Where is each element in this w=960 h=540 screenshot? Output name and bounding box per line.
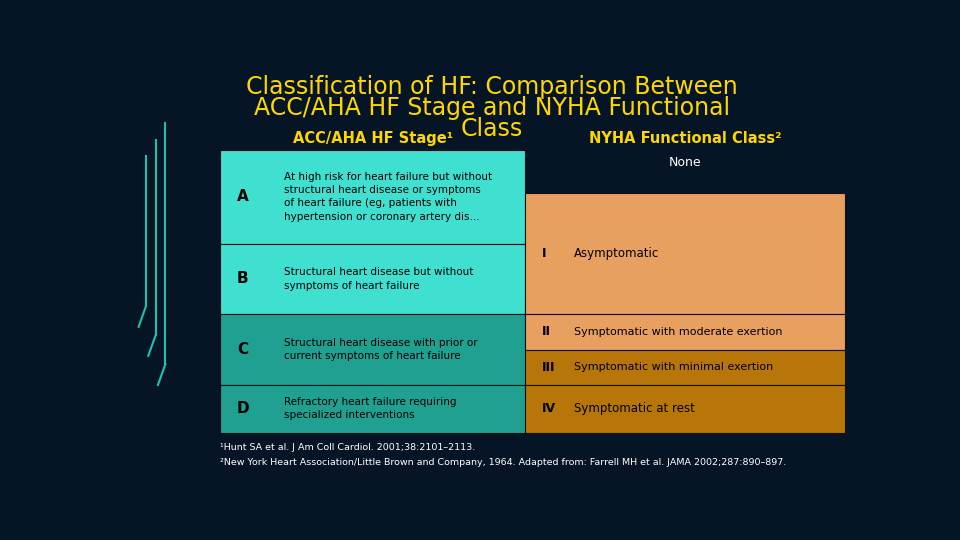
Text: B: B xyxy=(237,272,249,286)
Text: Structural heart disease but without
symptoms of heart failure: Structural heart disease but without sym… xyxy=(284,267,473,291)
Text: Classification of HF: Comparison Between: Classification of HF: Comparison Between xyxy=(246,75,738,99)
Bar xyxy=(525,314,846,349)
Text: II: II xyxy=(541,326,551,339)
Text: C: C xyxy=(237,342,248,357)
Text: ACC/AHA HF Stage¹: ACC/AHA HF Stage¹ xyxy=(293,131,453,146)
Text: I: I xyxy=(541,247,546,260)
Text: Symptomatic with minimal exertion: Symptomatic with minimal exertion xyxy=(574,362,773,372)
Bar xyxy=(221,150,525,244)
Bar xyxy=(221,244,525,314)
Text: ¹Hunt SA et al. J Am Coll Cardiol. 2001;38:2101–2113.: ¹Hunt SA et al. J Am Coll Cardiol. 2001;… xyxy=(221,443,476,452)
Bar xyxy=(525,349,846,385)
Text: ²New York Heart Association/Little Brown and Company, 1964. Adapted from: Farrel: ²New York Heart Association/Little Brown… xyxy=(221,458,786,467)
Text: NYHA Functional Class²: NYHA Functional Class² xyxy=(589,131,781,146)
Text: Structural heart disease with prior or
current symptoms of heart failure: Structural heart disease with prior or c… xyxy=(284,338,477,361)
Text: Symptomatic with moderate exertion: Symptomatic with moderate exertion xyxy=(574,327,782,337)
Bar xyxy=(221,385,525,433)
Text: Refractory heart failure requiring
specialized interventions: Refractory heart failure requiring speci… xyxy=(284,397,456,421)
Text: III: III xyxy=(541,361,555,374)
Text: Class: Class xyxy=(461,117,523,141)
Text: Asymptomatic: Asymptomatic xyxy=(574,247,660,260)
Bar xyxy=(525,385,846,433)
Text: A: A xyxy=(237,190,249,204)
Text: None: None xyxy=(669,156,702,169)
Bar xyxy=(221,314,525,385)
Text: D: D xyxy=(237,401,250,416)
Text: At high risk for heart failure but without
structural heart disease or symptoms
: At high risk for heart failure but witho… xyxy=(284,172,492,221)
Text: Symptomatic at rest: Symptomatic at rest xyxy=(574,402,695,415)
Text: ACC/AHA HF Stage and NYHA Functional: ACC/AHA HF Stage and NYHA Functional xyxy=(254,96,730,120)
Bar xyxy=(525,193,846,314)
Text: IV: IV xyxy=(541,402,556,415)
